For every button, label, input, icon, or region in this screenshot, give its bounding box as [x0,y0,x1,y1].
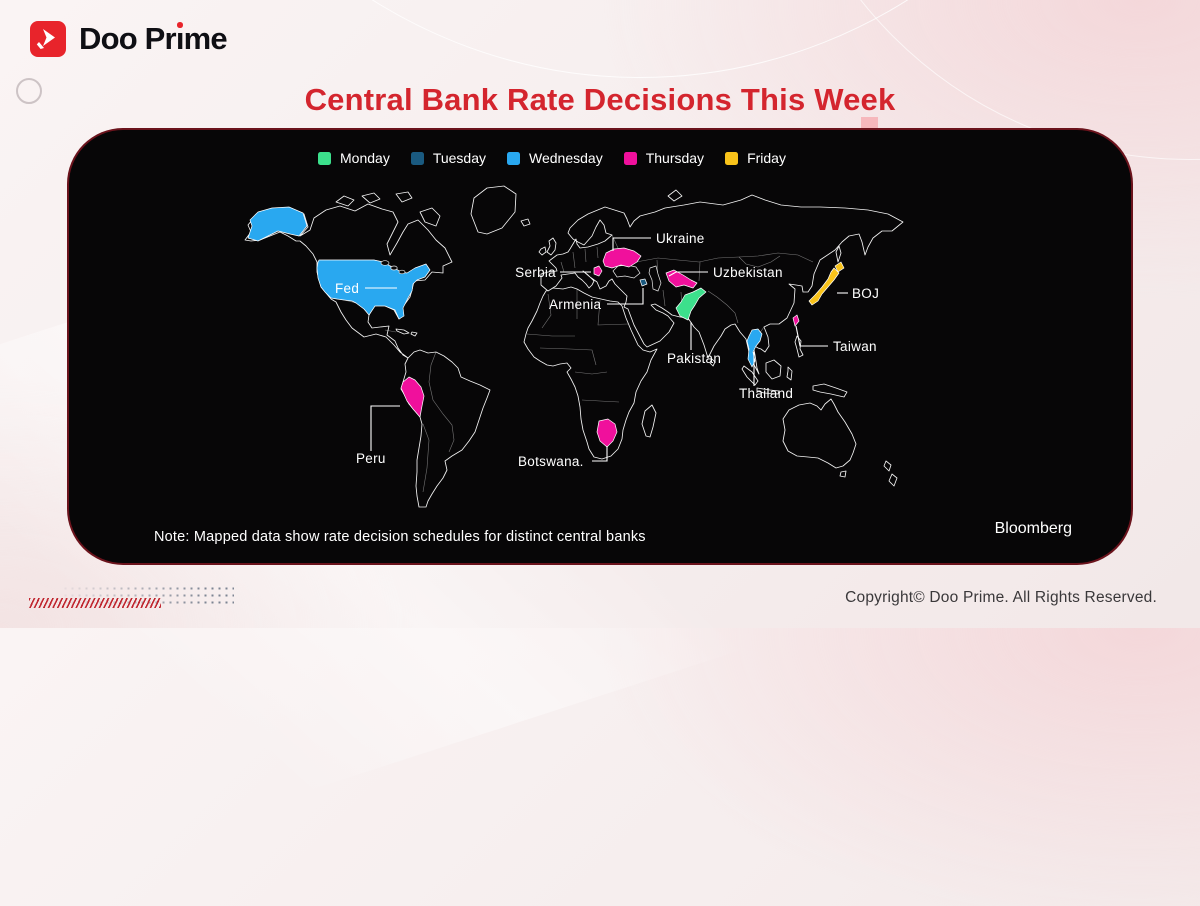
brand-name: Doo Prı me [79,21,228,56]
legend-label: Thursday [645,150,705,166]
legend-swatch-friday [725,151,739,165]
page-title: Central Bank Rate Decisions This Week [304,82,896,117]
country-botswana: Botswana. [518,418,618,469]
decorative-ring [16,78,42,104]
legend-item-monday: Monday [318,150,390,166]
legend-swatch-wednesday [507,151,521,165]
taiwan-shape [792,314,800,327]
country-armenia: Armenia [549,278,648,312]
thailand-shape [746,328,763,368]
legend-label: Monday [340,150,390,166]
peru-shape [400,376,425,418]
country-japan: BOJ [808,261,879,306]
map-panel: Monday Tuesday Wednesday Thursday Friday [67,128,1133,565]
brand-i-dot [177,22,183,28]
data-source: Bloomberg [994,520,1072,537]
weekday-legend: Monday Tuesday Wednesday Thursday Friday [69,150,1083,166]
pakistan-shape [675,287,707,321]
doo-prime-logo-icon [30,21,66,57]
legend-swatch-tuesday [410,151,424,165]
hatched-bar-decoration [29,598,161,608]
legend-item-tuesday: Tuesday [410,150,487,166]
country-serbia: Serbia [515,265,603,280]
label-thailand: Thailand [739,386,793,401]
legend-item-thursday: Thursday [623,150,705,166]
country-peru: Peru [356,376,425,466]
country-ukraine: Ukraine [602,231,705,269]
botswana-shape [596,418,618,448]
japan-hokkaido-shape [834,261,845,273]
label-ukraine: Ukraine [656,231,705,246]
copyright-text: Copyright© Doo Prime. All Rights Reserve… [845,589,1157,606]
armenia-shape [639,278,648,287]
country-thailand: Thailand [739,328,793,401]
legend-swatch-monday [318,151,332,165]
background-arc [140,0,1140,78]
decorative-tab [861,117,878,131]
label-pakistan: Pakistan [667,351,721,366]
label-uzbekistan: Uzbekistan [713,265,783,280]
japan-shape [808,267,840,306]
lakes [612,264,662,292]
label-botswana: Botswana. [518,454,584,469]
label-fed: Fed [335,281,359,296]
label-peru: Peru [356,451,386,466]
legend-label: Tuesday [432,150,487,166]
legend-item-friday: Friday [725,150,786,166]
label-boj: BOJ [852,286,879,301]
alaska-shape [247,206,308,242]
country-uzbekistan: Uzbekistan [665,265,783,289]
world-map: Fed Ukraine Serbia Armenia Uzbekistan Pa… [244,185,904,508]
legend-label: Friday [747,150,786,166]
usa-shape [316,259,431,320]
brand-logo: Doo Prı me [30,21,228,57]
label-armenia: Armenia [549,297,602,312]
legend-item-wednesday: Wednesday [507,150,603,166]
label-taiwan: Taiwan [833,339,877,354]
country-taiwan: Taiwan [792,314,877,354]
legend-swatch-thursday [623,151,637,165]
label-serbia: Serbia [515,265,556,280]
country-usa: Fed [247,206,431,320]
country-pakistan: Pakistan [667,287,721,366]
legend-label: Wednesday [529,150,603,166]
serbia-shape [593,265,603,277]
map-note: Note: Mapped data show rate decision sch… [154,529,646,545]
